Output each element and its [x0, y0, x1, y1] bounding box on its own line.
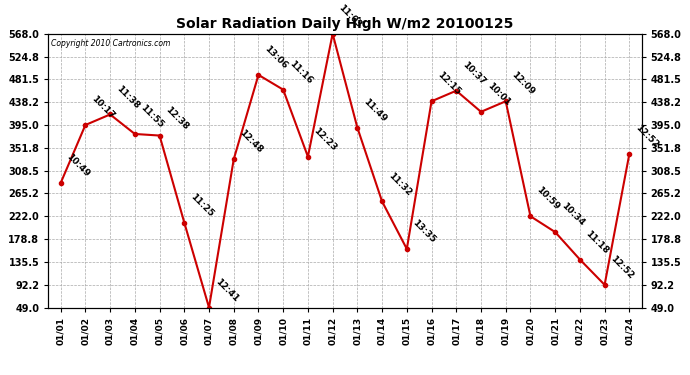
Text: 13:35: 13:35: [411, 218, 437, 245]
Text: 11:49: 11:49: [362, 97, 388, 123]
Text: 12:15: 12:15: [435, 70, 462, 97]
Text: 11:38: 11:38: [115, 84, 141, 110]
Text: 10:34: 10:34: [560, 201, 586, 228]
Text: 10:49: 10:49: [65, 152, 92, 179]
Text: 10:59: 10:59: [535, 186, 561, 212]
Text: 12:23: 12:23: [312, 126, 339, 153]
Text: 12:41: 12:41: [213, 277, 240, 303]
Text: 11:18: 11:18: [584, 229, 611, 255]
Text: 12:52: 12:52: [609, 254, 635, 280]
Text: 12:52: 12:52: [633, 123, 660, 150]
Text: 11:03: 11:03: [337, 3, 364, 30]
Text: 10:37: 10:37: [460, 60, 487, 87]
Title: Solar Radiation Daily High W/m2 20100125: Solar Radiation Daily High W/m2 20100125: [177, 17, 513, 31]
Text: 13:06: 13:06: [263, 44, 289, 71]
Text: 11:55: 11:55: [139, 103, 166, 130]
Text: 11:16: 11:16: [287, 59, 314, 86]
Text: 12:48: 12:48: [238, 128, 264, 155]
Text: 12:09: 12:09: [510, 70, 537, 97]
Text: 11:25: 11:25: [188, 192, 215, 218]
Text: 10:01: 10:01: [485, 81, 511, 108]
Text: 10:17: 10:17: [90, 94, 116, 121]
Text: Copyright 2010 Cartronics.com: Copyright 2010 Cartronics.com: [51, 39, 170, 48]
Text: 11:32: 11:32: [386, 171, 413, 197]
Text: 12:38: 12:38: [164, 105, 190, 131]
